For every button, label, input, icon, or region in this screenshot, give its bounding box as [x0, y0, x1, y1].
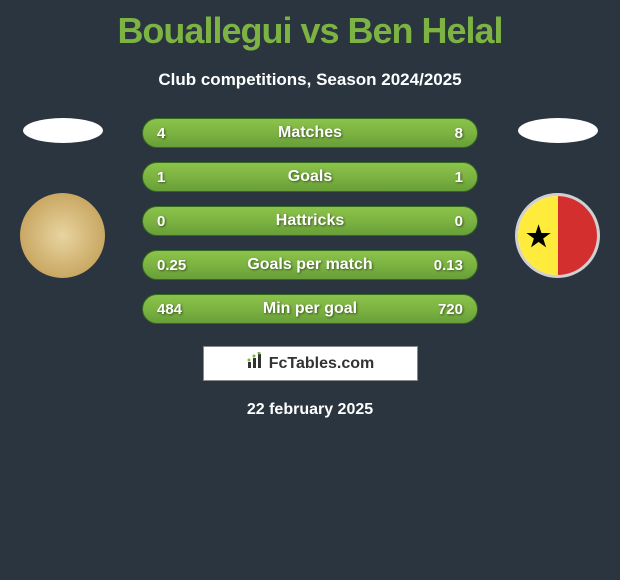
date-text: 22 february 2025: [0, 401, 620, 419]
stat-right-value: 8: [455, 125, 463, 142]
stat-row-matches: 4 Matches 8: [20, 118, 600, 148]
footer-brand: FcTables.com: [203, 346, 418, 381]
stat-bar: 1 Goals 1: [142, 162, 478, 192]
chart-icon: [246, 352, 264, 375]
stat-bar: 4 Matches 8: [142, 118, 478, 148]
comparison-area: ★ 4 Matches 8 1 Goals 1 0 Hattricks 0 0.…: [0, 118, 620, 324]
stat-row-hattricks: 0 Hattricks 0: [20, 206, 600, 236]
stat-label: Matches: [278, 124, 342, 142]
stat-left-value: 484: [157, 301, 182, 318]
stat-bar: 484 Min per goal 720: [142, 294, 478, 324]
stat-row-goals-per-match: 0.25 Goals per match 0.13: [20, 250, 600, 280]
stat-left-value: 0.25: [157, 257, 186, 274]
stat-label: Goals: [288, 168, 332, 186]
star-icon: ★: [526, 220, 551, 253]
stat-row-goals: 1 Goals 1: [20, 162, 600, 192]
stat-label: Goals per match: [247, 256, 372, 274]
stat-left-value: 4: [157, 125, 165, 142]
stat-row-min-per-goal: 484 Min per goal 720: [20, 294, 600, 324]
stat-right-value: 720: [438, 301, 463, 318]
subtitle: Club competitions, Season 2024/2025: [0, 70, 620, 90]
stat-right-value: 0: [455, 213, 463, 230]
footer-brand-text: FcTables.com: [269, 355, 375, 373]
stat-label: Min per goal: [263, 300, 357, 318]
stat-left-value: 0: [157, 213, 165, 230]
page-title: Bouallegui vs Ben Helal: [0, 0, 620, 52]
stat-label: Hattricks: [276, 212, 344, 230]
stat-left-value: 1: [157, 169, 165, 186]
stat-right-value: 1: [455, 169, 463, 186]
stat-bar: 0 Hattricks 0: [142, 206, 478, 236]
stat-bar: 0.25 Goals per match 0.13: [142, 250, 478, 280]
stat-right-value: 0.13: [434, 257, 463, 274]
